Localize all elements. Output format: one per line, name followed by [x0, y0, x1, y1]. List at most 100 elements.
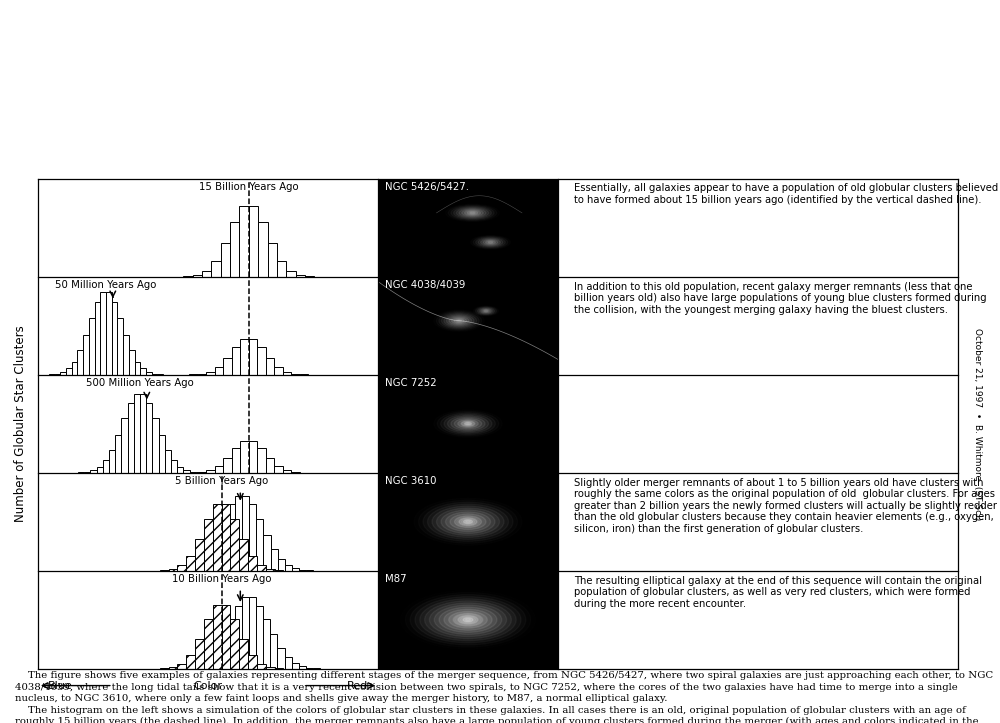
Bar — [271, 549, 278, 570]
Bar — [242, 496, 249, 570]
Bar — [171, 460, 177, 473]
Bar — [248, 654, 257, 669]
Bar — [60, 372, 66, 375]
Ellipse shape — [458, 419, 478, 428]
Bar — [112, 302, 117, 375]
Bar — [95, 302, 100, 375]
Bar — [195, 539, 204, 570]
Bar — [128, 403, 134, 473]
Ellipse shape — [455, 614, 481, 625]
Bar — [235, 496, 242, 570]
Bar — [249, 340, 257, 375]
Bar — [199, 559, 206, 570]
Ellipse shape — [429, 603, 507, 636]
Bar — [185, 568, 192, 570]
Bar — [192, 667, 199, 669]
Bar — [146, 403, 152, 473]
Bar — [186, 654, 195, 669]
Bar — [66, 369, 72, 375]
Bar — [296, 275, 305, 277]
Text: NGC 4038/4039: NGC 4038/4039 — [385, 280, 466, 289]
Bar — [227, 620, 235, 669]
Bar — [235, 605, 242, 669]
Ellipse shape — [446, 512, 490, 531]
Bar — [90, 470, 97, 473]
Bar — [195, 639, 204, 669]
Ellipse shape — [459, 518, 477, 526]
Ellipse shape — [458, 615, 478, 624]
Ellipse shape — [454, 613, 482, 626]
Bar — [215, 367, 223, 375]
Ellipse shape — [478, 238, 503, 247]
Ellipse shape — [459, 208, 486, 218]
Bar — [213, 605, 222, 669]
Bar — [193, 275, 202, 277]
Ellipse shape — [465, 619, 471, 621]
Bar — [249, 597, 256, 669]
Bar — [221, 244, 230, 277]
Text: M87: M87 — [385, 573, 407, 583]
Ellipse shape — [481, 239, 500, 246]
Bar — [291, 374, 300, 375]
Ellipse shape — [434, 605, 502, 635]
Ellipse shape — [451, 317, 467, 324]
Ellipse shape — [483, 240, 498, 245]
Bar — [55, 374, 60, 375]
Bar — [135, 362, 140, 375]
Ellipse shape — [444, 315, 474, 328]
Bar — [211, 261, 221, 277]
Bar — [117, 317, 123, 375]
Bar — [232, 448, 240, 473]
Bar — [204, 620, 213, 669]
Bar — [283, 470, 291, 473]
Bar — [146, 372, 152, 375]
Bar — [291, 472, 300, 473]
Bar — [257, 347, 266, 375]
Ellipse shape — [449, 612, 487, 628]
Ellipse shape — [450, 514, 486, 529]
Bar — [177, 565, 186, 570]
Ellipse shape — [481, 309, 491, 313]
Text: The figure shows five examples of galaxies representing different stages of the : The figure shows five examples of galaxi… — [15, 672, 993, 723]
Bar — [240, 441, 249, 473]
Ellipse shape — [463, 617, 473, 622]
Ellipse shape — [464, 422, 472, 425]
Bar — [177, 664, 186, 669]
Ellipse shape — [458, 615, 478, 624]
Bar — [115, 435, 121, 473]
Ellipse shape — [464, 520, 473, 523]
Bar — [306, 668, 313, 669]
Bar — [274, 466, 283, 473]
Bar — [152, 418, 159, 473]
Bar — [206, 657, 213, 669]
Bar — [278, 559, 285, 570]
Bar — [228, 505, 235, 570]
Ellipse shape — [486, 241, 495, 244]
Bar — [199, 663, 206, 669]
Bar — [185, 668, 192, 669]
Ellipse shape — [462, 210, 483, 216]
Ellipse shape — [488, 241, 493, 243]
Bar — [292, 663, 299, 669]
Bar — [198, 472, 206, 473]
Ellipse shape — [441, 510, 495, 534]
Bar — [152, 374, 157, 375]
Bar — [206, 470, 215, 473]
Bar — [159, 435, 165, 473]
Bar — [202, 271, 211, 277]
Bar — [222, 605, 230, 669]
Bar — [263, 620, 270, 669]
Bar — [223, 458, 232, 473]
Text: Number of Globular Star Clusters: Number of Globular Star Clusters — [14, 325, 27, 522]
Bar — [283, 372, 291, 375]
Bar — [198, 374, 206, 375]
Bar — [230, 620, 239, 669]
Bar — [285, 657, 292, 669]
Bar — [183, 470, 190, 473]
Bar — [249, 505, 256, 570]
Ellipse shape — [484, 310, 488, 312]
Bar — [169, 667, 177, 669]
Text: Red: Red — [347, 680, 368, 690]
Bar — [100, 292, 106, 375]
Text: Color: Color — [194, 680, 222, 690]
